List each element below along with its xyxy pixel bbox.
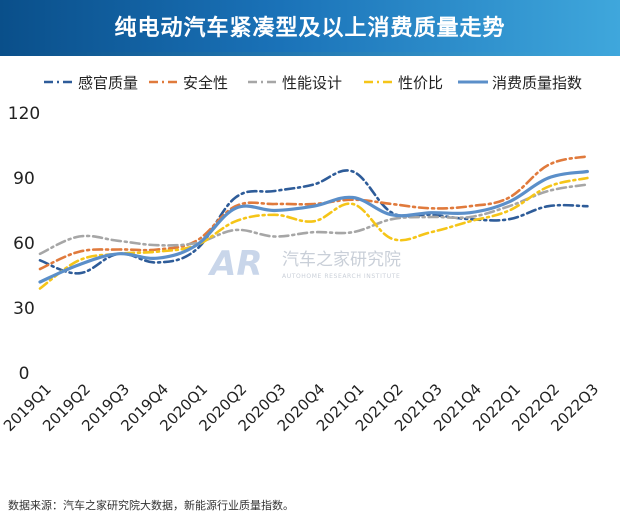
title-banner-accent [0,52,620,56]
series-line [38,183,589,256]
legend-label: 感官质量 [78,74,138,92]
title-banner: 纯电动汽车紧凑型及以上消费质量走势 [0,0,620,52]
watermark: AR 汽车之家研究院 AUTOHOME RESEARCH INSTITUTE [207,244,401,284]
x-axis: 2019Q12019Q22019Q32019Q42020Q12020Q22020… [0,380,602,435]
legend-label: 性能设计 [282,74,342,92]
legend-item: 感官质量 [44,74,138,92]
legend: 感官质量 安全性 性能设计 性价比 消费质量指数 [44,74,582,92]
series-line [38,155,589,271]
source-note: 数据来源：汽车之家研究院大数据，新能源行业质量指数。 [8,499,294,512]
page-title: 纯电动汽车紧凑型及以上消费质量走势 [114,16,506,41]
y-tick-label: 60 [13,234,35,254]
series-line [38,169,589,284]
series-lines [38,155,589,290]
legend-label: 消费质量指数 [492,74,582,92]
y-tick-label: 120 [8,104,40,124]
legend-item: 性价比 [364,74,443,92]
y-tick-label: 30 [13,299,35,319]
line-chart: AR 汽车之家研究院 AUTOHOME RESEARCH INSTITUTE 感官质… [0,74,602,435]
watermark-logo: AR [207,244,263,284]
legend-item: 安全性 [149,74,228,92]
y-axis: 0 30 60 90 120 [8,104,40,384]
legend-label: 性价比 [398,74,443,92]
watermark-subtitle: AUTOHOME RESEARCH INSTITUTE [282,273,400,280]
y-tick-label: 0 [19,364,30,384]
legend-label: 安全性 [183,74,228,92]
watermark-name: 汽车之家研究院 [282,250,401,270]
y-tick-label: 90 [13,169,35,189]
legend-item: 消费质量指数 [458,74,582,92]
legend-item: 性能设计 [248,74,342,92]
